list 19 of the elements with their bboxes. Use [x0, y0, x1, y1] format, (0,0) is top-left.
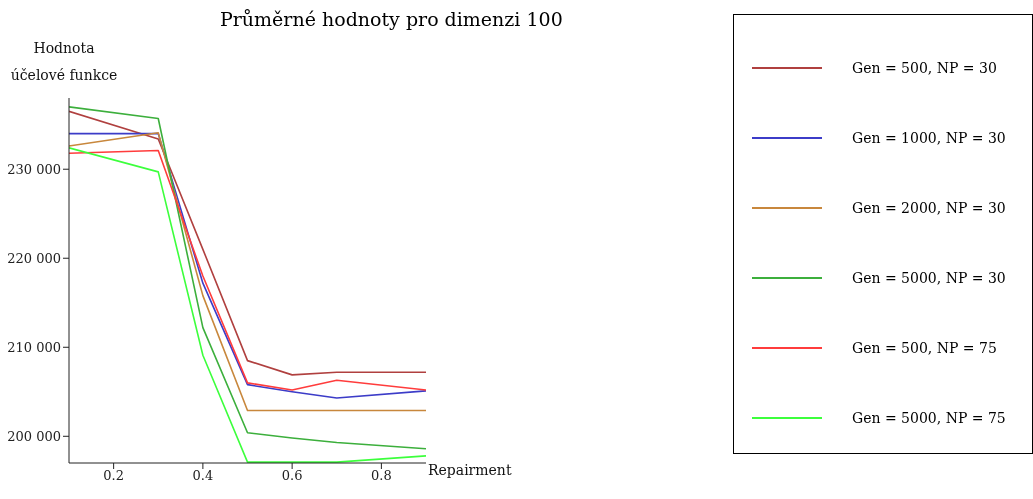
legend-label: Gen = 500, NP = 75: [852, 340, 997, 356]
legend-label: Gen = 1000, NP = 30: [852, 130, 1006, 146]
x-tick-label: 0.4: [192, 468, 214, 484]
line-series: [69, 110, 426, 376]
x-tick-label: 0.2: [103, 468, 124, 484]
chart-title: Průměrné hodnoty pro dimenzi 100: [220, 8, 563, 30]
legend-label: Gen = 2000, NP = 30: [852, 200, 1006, 216]
y-tick-label: 200 000: [7, 428, 61, 444]
y-tick-label: 230 000: [7, 161, 61, 177]
x-tick-label: 0.8: [371, 468, 392, 484]
y-axis-title: Hodnota účelové funkce: [10, 40, 118, 83]
line-series: [69, 106, 426, 450]
y-tick-label: 210 000: [7, 339, 61, 355]
legend-label: Gen = 500, NP = 30: [852, 60, 997, 76]
y-tick-label: 220 000: [7, 250, 61, 266]
legend-label: Gen = 5000, NP = 75: [852, 410, 1006, 426]
x-axis-title: Repairment: [428, 462, 512, 478]
x-tick-label: 0.6: [281, 468, 303, 484]
legend-label: Gen = 5000, NP = 30: [852, 270, 1006, 286]
